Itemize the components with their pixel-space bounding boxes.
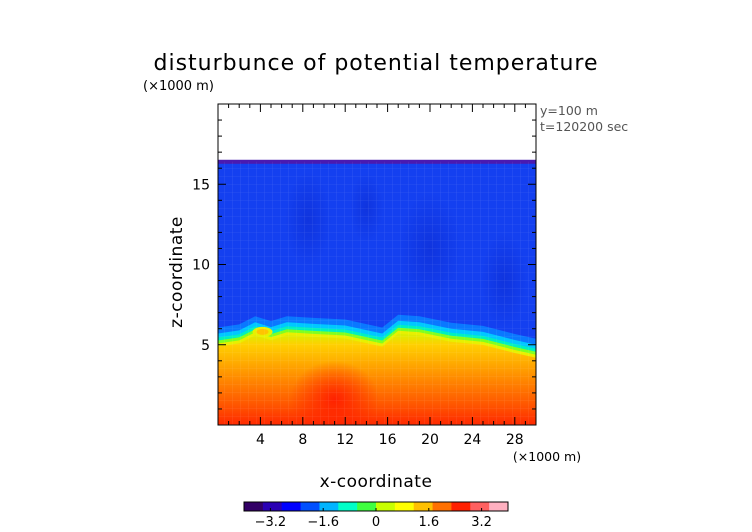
colorbar-tick-label: 1.6 bbox=[418, 515, 439, 530]
colorbar-segment bbox=[376, 502, 396, 511]
colorbar-segment bbox=[413, 502, 434, 511]
x-unit-label: (×1000 m) bbox=[513, 449, 581, 464]
axes: 4 8 12 16 20 24 28 5 10 15 bbox=[192, 103, 537, 448]
colorbar-segment bbox=[281, 502, 302, 511]
y-tick-label: 10 bbox=[192, 258, 210, 274]
colorbar-segment bbox=[432, 502, 452, 511]
annotation-time: t=120200 sec bbox=[540, 119, 628, 134]
colorbar-segment bbox=[244, 502, 264, 511]
chart-title: disturbunce of potential temperature bbox=[154, 51, 599, 76]
colorbar-tick-label: 3.2 bbox=[471, 515, 492, 530]
x-tick-label: 28 bbox=[506, 432, 524, 448]
colorbar-tick-label: −1.6 bbox=[307, 515, 339, 530]
x-tick-label: 24 bbox=[463, 432, 481, 448]
x-axis-label: x-coordinate bbox=[320, 472, 433, 492]
y-unit-label: (×1000 m) bbox=[143, 79, 214, 94]
x-tick-label: 12 bbox=[336, 432, 354, 448]
colorbar-segment bbox=[262, 502, 283, 511]
x-tick-label: 8 bbox=[298, 432, 307, 448]
colorbar-segment bbox=[357, 502, 377, 511]
x-tick-label: 20 bbox=[421, 432, 439, 448]
colorbar-segment bbox=[489, 502, 509, 511]
x-tick-label: 16 bbox=[379, 432, 397, 448]
colorbar-segment bbox=[470, 502, 490, 511]
colorbar-tick-label: −3.2 bbox=[255, 515, 287, 530]
colorbar-segment bbox=[394, 502, 415, 511]
colorbar-segment bbox=[319, 502, 339, 511]
colorbar: −3.2 −1.6 0 1.6 3.2 bbox=[243, 501, 509, 530]
colorbar-segment bbox=[300, 502, 320, 511]
y-tick-label: 5 bbox=[201, 338, 210, 354]
x-tick-label: 4 bbox=[256, 432, 265, 448]
y-axis-label: z-coordinate bbox=[167, 216, 187, 328]
colorbar-segment bbox=[338, 502, 358, 511]
colorbar-tick-label: 0 bbox=[372, 515, 380, 530]
annotation-y-position: y=100 m bbox=[540, 103, 598, 118]
colorbar-segment bbox=[451, 502, 471, 511]
y-tick-label: 15 bbox=[192, 177, 210, 193]
temperature-field bbox=[218, 159, 536, 425]
